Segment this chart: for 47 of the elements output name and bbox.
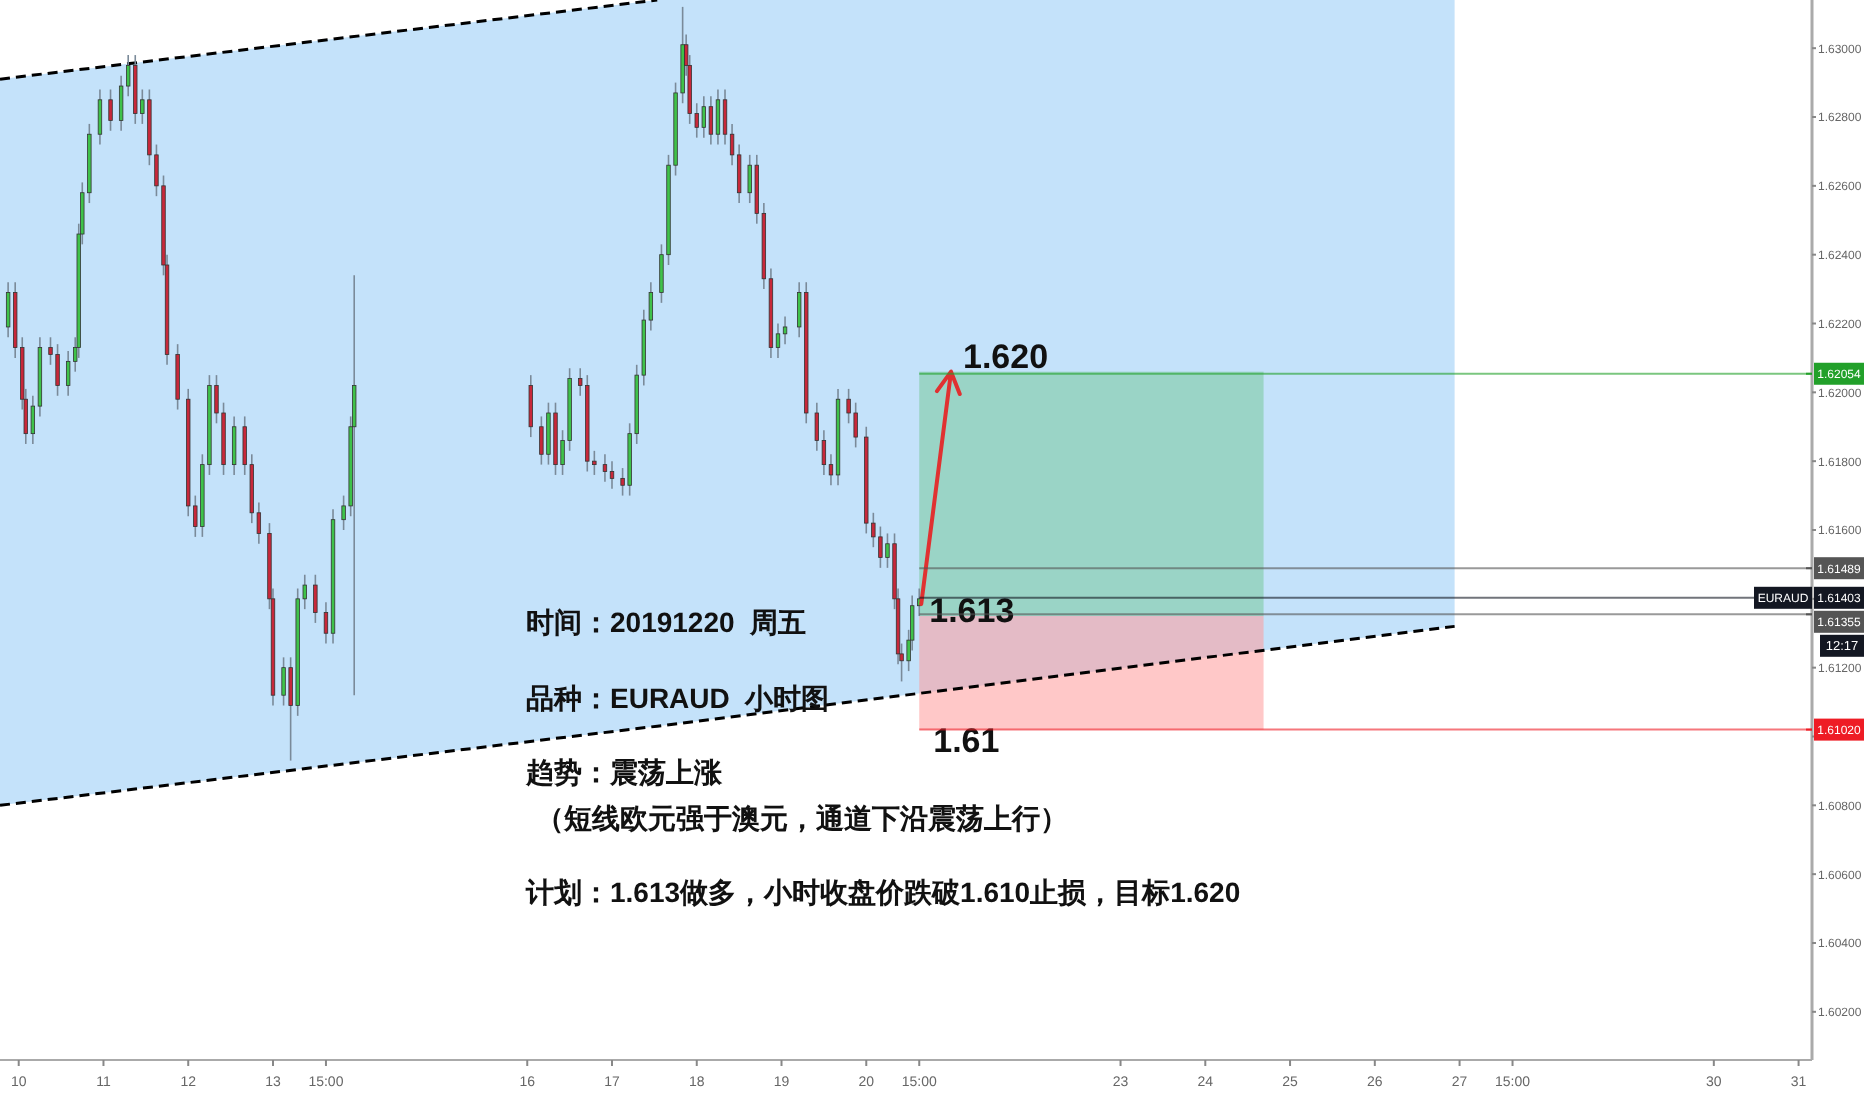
- candlestick: [878, 525, 883, 569]
- candlestick: [55, 343, 60, 397]
- candlestick: [214, 374, 219, 425]
- candlestick: [871, 511, 876, 549]
- candlestick: [797, 281, 802, 339]
- candlestick: [747, 154, 752, 204]
- candlestick: [814, 401, 819, 452]
- candlestick: [592, 450, 597, 476]
- candlestick: [108, 88, 113, 132]
- candlestick: [48, 336, 53, 366]
- candlestick: [609, 460, 615, 490]
- candlestick: [560, 429, 565, 476]
- candlestick: [828, 453, 834, 487]
- candlestick: [846, 388, 851, 425]
- candlestick: [694, 102, 699, 139]
- candlestick: [126, 54, 131, 98]
- candlestick: [193, 494, 198, 538]
- candlestick: [288, 656, 293, 762]
- candlestick: [175, 343, 180, 411]
- candlestick: [701, 95, 706, 139]
- candlestick: [231, 415, 237, 476]
- candlestick: [30, 394, 36, 445]
- candlestick: [528, 374, 533, 438]
- candlestick: [620, 467, 625, 497]
- candlestick: [602, 453, 608, 483]
- candlestick: [736, 143, 742, 204]
- candlestick: [313, 573, 318, 624]
- candlestick: [853, 401, 858, 449]
- candlestick: [546, 401, 551, 466]
- candlestick: [5, 281, 11, 339]
- candlestick: [722, 88, 728, 146]
- candlestick: [782, 315, 788, 345]
- candlestick: [729, 123, 735, 166]
- candlestick: [775, 322, 781, 359]
- candlestick: [154, 143, 159, 197]
- candlestick: [281, 656, 286, 707]
- candlestick: [708, 95, 714, 146]
- candlestick: [97, 88, 103, 146]
- candlestick: [715, 88, 721, 146]
- candlestick: [885, 532, 890, 569]
- candlestick: [242, 415, 247, 476]
- candlestick: [140, 88, 145, 125]
- candlestick: [323, 601, 329, 645]
- candlestick: [341, 494, 346, 531]
- candlestick: [352, 274, 357, 696]
- candlestick: [539, 415, 544, 466]
- candlestick: [659, 243, 664, 304]
